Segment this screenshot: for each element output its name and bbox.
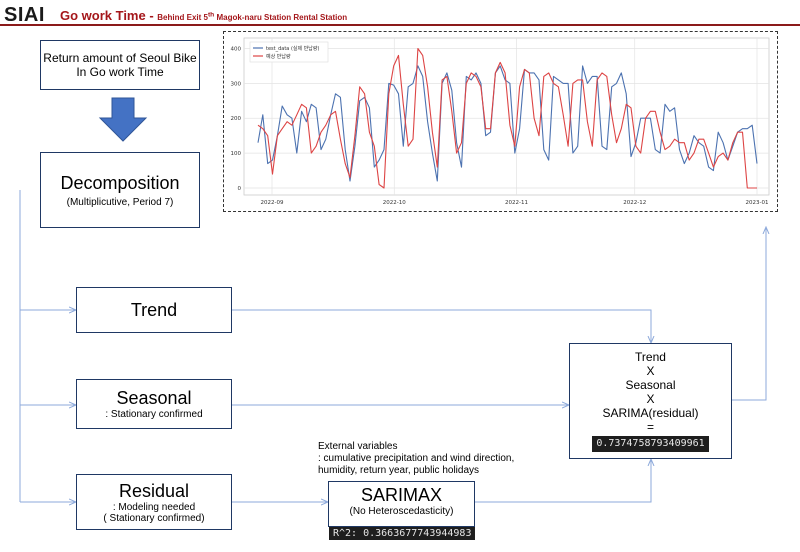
seasonal-box: Seasonal : Stationary confirmed bbox=[76, 379, 232, 429]
legend-label: test_data (실제 반납량) bbox=[266, 45, 319, 52]
trend-title: Trend bbox=[130, 299, 178, 320]
external-l2: : cumulative precipitation and wind dire… bbox=[318, 453, 515, 464]
y-tick-label: 0 bbox=[238, 186, 242, 192]
seasonal-title: Seasonal bbox=[116, 388, 192, 408]
external-l1: External variables bbox=[318, 441, 398, 452]
result-l3: Seasonal bbox=[625, 378, 676, 392]
x-tick-label: 2022-09 bbox=[261, 200, 284, 206]
source-line2: In Go work Time bbox=[76, 65, 164, 79]
sarimax-title: SARIMAX bbox=[360, 485, 443, 505]
sarimax-sub: (No Heteroscedasticity) bbox=[349, 506, 454, 517]
residual-title: Residual bbox=[118, 480, 190, 501]
y-tick-label: 200 bbox=[231, 116, 242, 122]
result-l1: Trend bbox=[635, 350, 666, 364]
series-predicted-line bbox=[257, 47, 757, 189]
external-variables: External variables : cumulative precipit… bbox=[318, 441, 514, 477]
decomposition-sub: (Multiplicutive, Period 7) bbox=[66, 196, 174, 208]
source-line1: Return amount of Seoul Bike bbox=[43, 51, 197, 65]
line-chart: 0 100 200 300 400 2022-09 2022-10 2022-11 2022-1… bbox=[231, 37, 770, 206]
legend-label: 예상 반납량 bbox=[266, 53, 291, 60]
trend-box: Trend bbox=[76, 287, 232, 333]
plot-area bbox=[243, 37, 770, 196]
result-l5: SARIMA(residual) bbox=[602, 406, 699, 420]
page-title: Go work Time - Behind Exit 5th Magok-nar… bbox=[60, 8, 347, 23]
chart-frame: 0 100 200 300 400 2022-09 2022-10 2022-11 2022-1… bbox=[223, 31, 778, 212]
x-tick-label: 2022-10 bbox=[383, 200, 406, 206]
x-tick-label: 2022-11 bbox=[505, 200, 528, 206]
residual-box: Residual : Modeling needed ( Stationary … bbox=[76, 474, 232, 530]
y-tick-label: 300 bbox=[231, 81, 242, 87]
x-tick-label: 2022-12 bbox=[623, 200, 646, 206]
legend-box bbox=[249, 41, 329, 63]
y-tick-label: 100 bbox=[231, 151, 242, 157]
title-subtitle: Behind Exit 5th Magok-naru Station Renta… bbox=[157, 11, 348, 22]
y-tick-label: 400 bbox=[231, 46, 242, 52]
siai-logo: SIAI bbox=[4, 4, 45, 26]
residual-sub2: ( Stationary confirmed) bbox=[103, 512, 205, 524]
header-rule bbox=[0, 24, 800, 26]
x-tick-label: 2023-01 bbox=[746, 200, 769, 206]
title-main: Go work Time - bbox=[60, 8, 158, 23]
source-box: Return amount of Seoul Bike In Go work T… bbox=[40, 40, 200, 90]
result-l4: X bbox=[646, 392, 655, 406]
result-l2: X bbox=[646, 364, 655, 378]
down-arrow-icon bbox=[98, 97, 148, 142]
seasonal-sub: : Stationary confirmed bbox=[105, 409, 203, 420]
series-actual-line bbox=[257, 65, 758, 182]
external-l3: humidity, return year, public holidays bbox=[318, 465, 480, 476]
result-l6: = bbox=[646, 420, 654, 434]
trend-to-result bbox=[232, 309, 651, 343]
result-box: Trend X Seasonal X SARIMA(residual) = 0.… bbox=[569, 343, 732, 459]
residual-sub1: : Modeling needed bbox=[112, 501, 196, 513]
decomposition-box: Decomposition (Multiplicutive, Period 7) bbox=[40, 152, 200, 228]
decomposition-title: Decomposition bbox=[60, 172, 180, 193]
sarimax-box: SARIMAX (No Heteroscedasticity) bbox=[328, 481, 475, 527]
sarimax-to-result bbox=[475, 459, 651, 503]
sarimax-r2-badge: R^2: 0.3663677743944983 bbox=[329, 527, 476, 540]
result-to-chart bbox=[732, 227, 766, 401]
result-badge: 0.7374758793409961 bbox=[592, 436, 709, 452]
